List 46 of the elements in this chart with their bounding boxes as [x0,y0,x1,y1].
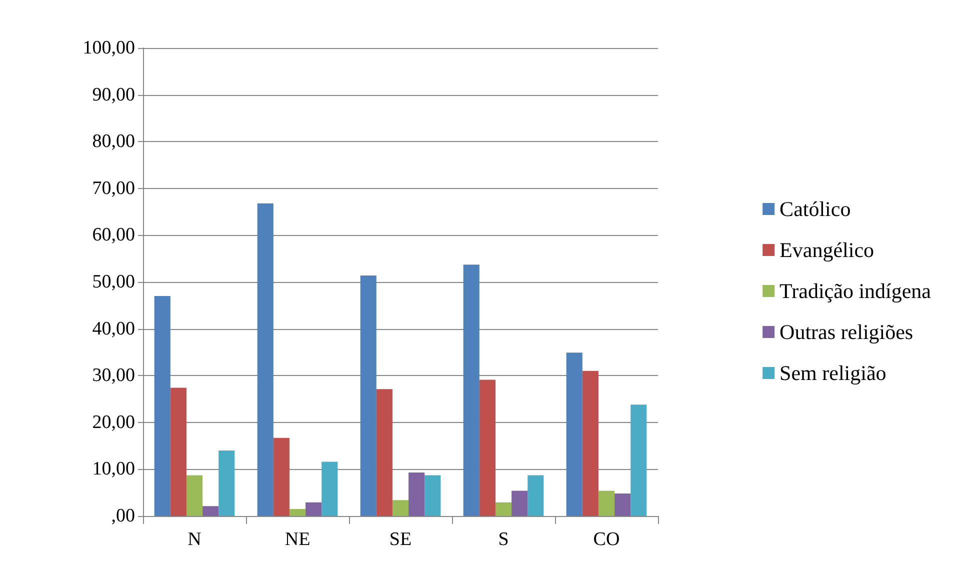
bar [273,438,290,516]
bar [322,462,338,516]
bar [170,388,186,516]
y-tick-label: 100,00 [82,38,135,58]
bar [408,472,425,516]
bar [512,490,528,516]
bar [566,352,582,516]
bar [257,203,274,516]
y-tick-label: 40,00 [92,318,135,340]
x-tick-label: N [188,529,202,550]
bar [392,500,409,516]
y-tick-label: 20,00 [92,412,135,433]
legend-label: Sem religião [780,361,886,385]
bar [218,450,235,516]
y-tick-label: 70,00 [92,178,135,199]
bar [376,389,392,516]
bar [424,475,441,516]
bar [630,404,647,516]
y-tick-label: 50,00 [92,272,135,292]
bar [463,264,480,516]
bar [289,508,306,516]
legend-label: Outras religiões [780,320,914,344]
y-tick-label: ,00 [111,506,135,526]
bar [598,490,615,516]
legend-label: Tradição indígena [780,279,932,303]
x-tick-label: NE [284,529,310,550]
legend-label: Católico [780,197,851,221]
x-tick-label: SE [389,529,412,550]
y-tick-label: 10,00 [92,458,135,480]
y-tick-label: 90,00 [92,84,135,106]
y-tick-label: 60,00 [92,224,135,246]
bar [528,475,544,516]
bar [154,296,170,516]
x-tick-label: CO [593,529,620,550]
bar [360,275,376,516]
bar [306,502,322,516]
bar [479,380,496,516]
legend-label: Evangélico [780,238,874,262]
bar [582,370,598,516]
bar [202,506,219,516]
y-tick-label: 80,00 [92,131,135,152]
y-tick-label: 30,00 [92,365,135,386]
x-tick-label: S [498,529,509,550]
bar [186,475,203,516]
bar [495,502,512,516]
bar [614,494,631,516]
